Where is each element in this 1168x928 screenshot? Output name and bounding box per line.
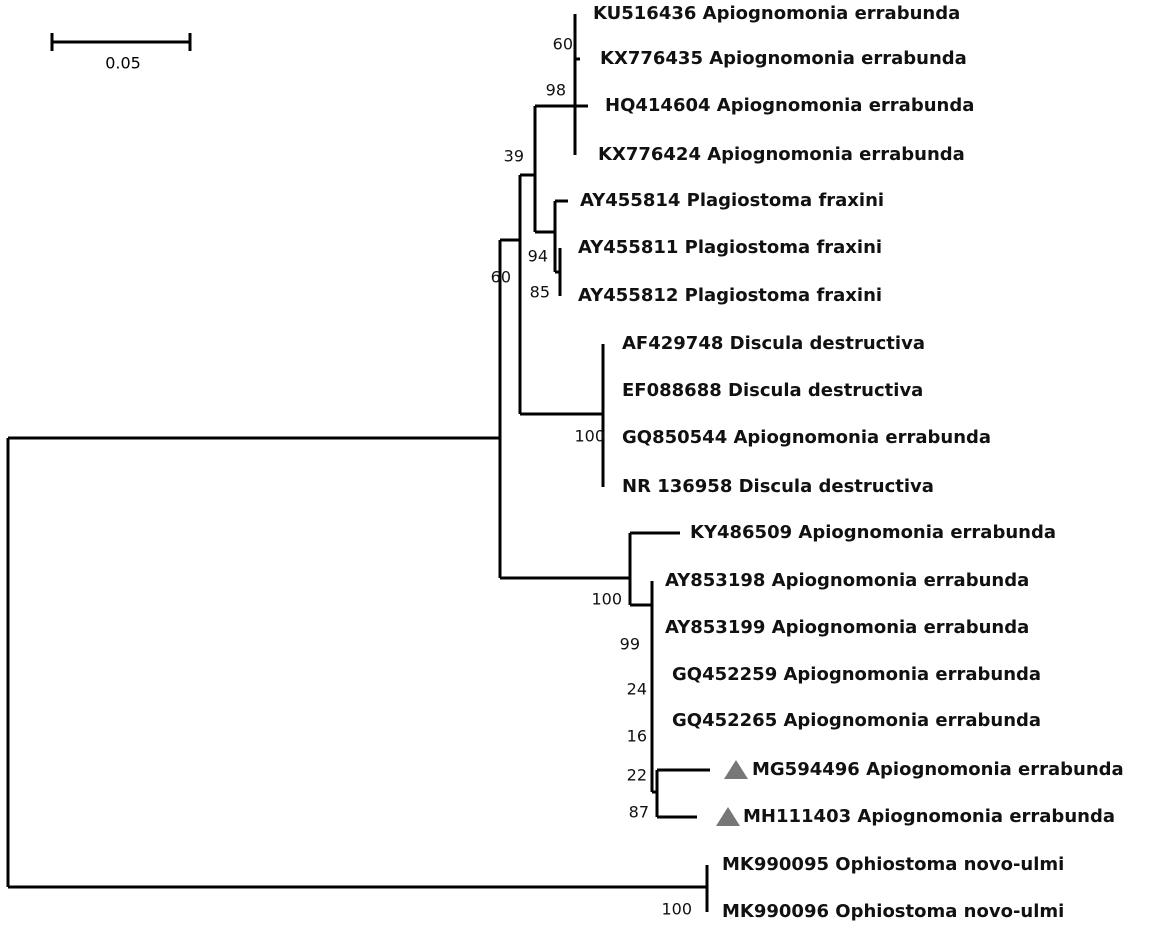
bootstrap-value: 60 (553, 35, 573, 54)
bootstrap-value: 100 (591, 590, 622, 609)
taxon-label: GQ452265 Apiognomonia errabunda (672, 710, 1041, 731)
taxon-label: GQ850544 Apiognomonia errabunda (622, 427, 991, 448)
taxon-label: KX776424 Apiognomonia errabunda (598, 144, 965, 165)
bootstrap-value: 99 (620, 635, 640, 654)
taxon-label: MG594496 Apiognomonia errabunda (752, 759, 1124, 780)
marker-triangle (716, 807, 740, 826)
scale-bar (50, 33, 192, 51)
taxon-label: MK990095 Ophiostoma novo-ulmi (722, 854, 1064, 875)
taxon-label: AY455811 Plagiostoma fraxini (578, 237, 882, 258)
bootstrap-value: 94 (528, 247, 548, 266)
taxon-label: GQ452259 Apiognomonia errabunda (672, 664, 1041, 685)
taxon-label: KY486509 Apiognomonia errabunda (690, 522, 1056, 543)
scale-label: 0.05 (105, 54, 141, 73)
bootstrap-value: 85 (530, 283, 550, 302)
bootstrap-value: 100 (661, 900, 692, 919)
bootstrap-value: 98 (546, 81, 566, 100)
bootstrap-value: 24 (627, 680, 647, 699)
taxon-label: EF088688 Discula destructiva (622, 380, 923, 401)
taxon-label: AY455814 Plagiostoma fraxini (580, 190, 884, 211)
taxon-label: NR 136958 Discula destructiva (622, 476, 934, 497)
bootstrap-value: 100 (574, 427, 605, 446)
marker-triangle (724, 760, 748, 779)
taxon-label: HQ414604 Apiognomonia errabunda (605, 95, 974, 116)
taxon-label: KU516436 Apiognomonia errabunda (593, 3, 960, 24)
taxon-label: AY853199 Apiognomonia errabunda (665, 617, 1029, 638)
bootstrap-value: 87 (629, 803, 649, 822)
taxon-label: MH111403 Apiognomonia errabunda (743, 806, 1115, 827)
taxon-label: KX776435 Apiognomonia errabunda (600, 48, 967, 69)
taxon-label: AY455812 Plagiostoma fraxini (578, 285, 882, 306)
bootstrap-value: 22 (627, 766, 647, 785)
taxon-label: AF429748 Discula destructiva (622, 333, 925, 354)
branches (6, 14, 710, 912)
bootstrap-value: 16 (627, 727, 647, 746)
bootstrap-value: 39 (504, 147, 524, 166)
bootstrap-value: 60 (491, 268, 511, 287)
taxon-label: MK990096 Ophiostoma novo-ulmi (722, 901, 1064, 922)
taxon-label: AY853198 Apiognomonia errabunda (665, 570, 1029, 591)
